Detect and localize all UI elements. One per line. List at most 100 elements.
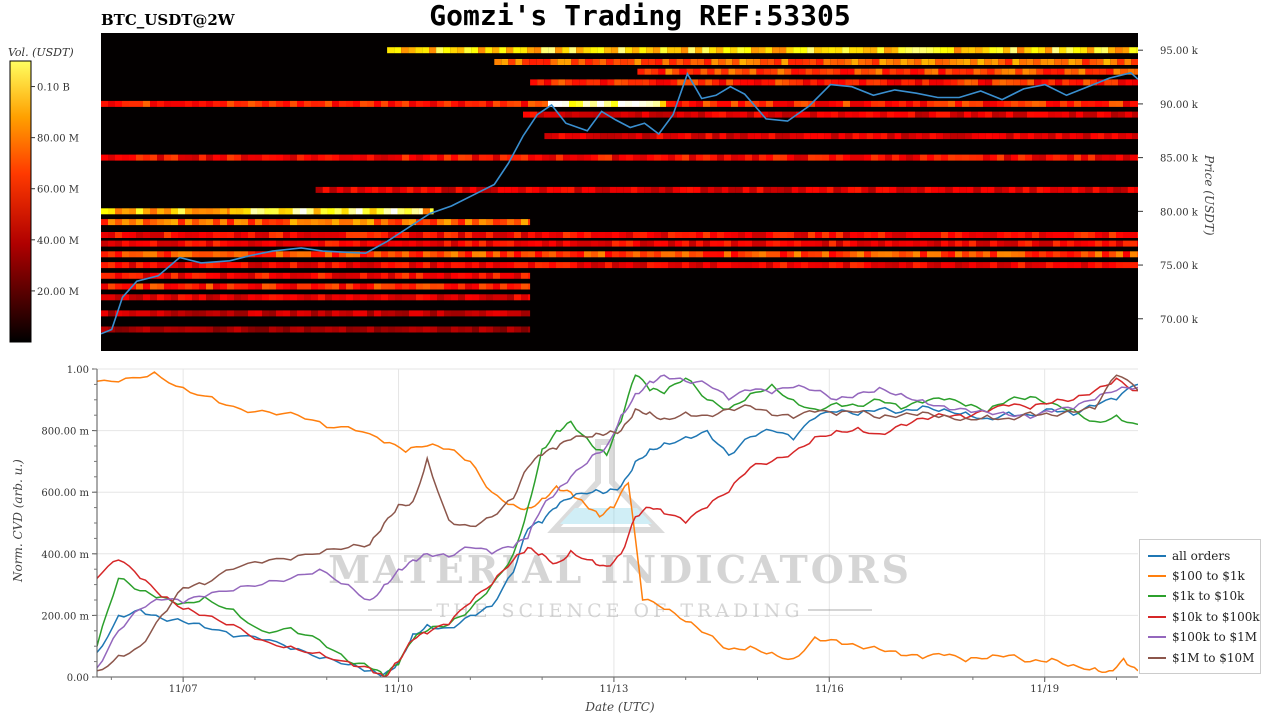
heatmap-cell [444, 272, 451, 279]
heatmap-cell [430, 100, 437, 107]
heatmap-cell [248, 310, 255, 317]
cvd-series-line [97, 374, 1138, 677]
heatmap-cell [290, 310, 297, 317]
heatmap-cell [150, 154, 157, 161]
heatmap-cell [761, 79, 769, 86]
heatmap-cell [647, 262, 654, 269]
y-tick-label: 0.00 [67, 673, 89, 684]
heatmap-cell [185, 100, 192, 107]
heatmap-cell [409, 251, 416, 258]
heatmap-cell [1041, 111, 1048, 118]
heatmap-cell [773, 154, 780, 161]
heatmap-cell [479, 240, 486, 247]
heatmap-cell [185, 219, 192, 226]
heatmap-cell [514, 272, 521, 279]
heatmap-cell [542, 100, 549, 107]
heatmap-cell [698, 133, 706, 140]
heatmap-cell [136, 208, 143, 215]
heatmap-cell [1137, 100, 1138, 107]
heatmap-cell [1118, 111, 1125, 118]
heatmap-cell [1060, 262, 1067, 269]
heatmap-cell [913, 154, 920, 161]
heatmap-cell [199, 310, 206, 317]
heatmap-cell [1123, 262, 1130, 269]
heatmap-cell [1110, 59, 1118, 65]
heatmap-cell [157, 208, 164, 215]
heatmap-cell [934, 154, 941, 161]
heatmap-cell [427, 186, 435, 193]
heatmap-cell [684, 111, 691, 118]
heatmap-cell [451, 154, 458, 161]
heatmap-cell [752, 240, 759, 247]
heatmap-cell [150, 262, 157, 269]
heatmap-cell [801, 100, 808, 107]
heatmap-cell [507, 240, 514, 247]
heatmap-cell [514, 240, 521, 247]
heatmap-cell [1060, 154, 1067, 161]
y-tick-label: 800.00 m [41, 427, 89, 438]
heatmap-cell [691, 79, 699, 86]
heatmap-cell [957, 79, 965, 86]
heatmap-cell [283, 283, 290, 290]
heatmap-cell [1032, 251, 1039, 258]
heatmap-cell [978, 79, 986, 86]
heatmap-cell [717, 232, 724, 238]
heatmap-cell [276, 232, 283, 238]
heatmap-cell [541, 47, 549, 54]
heatmap-cell [798, 186, 806, 193]
heatmap-cell [987, 186, 995, 193]
heatmap-cell [1034, 111, 1041, 118]
heatmap-cell [621, 133, 629, 140]
heatmap-cell [628, 133, 636, 140]
heatmap-cell [948, 232, 955, 238]
heatmap-cell [864, 154, 871, 161]
heatmap-cell [551, 79, 559, 86]
heatmap-cell [339, 154, 346, 161]
heatmap-cell [262, 326, 269, 333]
heatmap-cell [975, 47, 983, 54]
cvd-background [97, 369, 1138, 677]
heatmap-cell [702, 47, 710, 54]
heatmap-cell [1046, 240, 1053, 247]
heatmap-cell [768, 133, 776, 140]
heatmap-cell [157, 294, 164, 301]
heatmap-cell [458, 262, 465, 269]
heatmap-cell [1067, 100, 1074, 107]
heatmap-cell [752, 154, 759, 161]
heatmap-cell [1083, 79, 1091, 86]
heatmap-cell [472, 326, 479, 333]
heatmap-cell [157, 154, 164, 161]
heatmap-cell [620, 59, 628, 65]
heatmap-cell [731, 100, 738, 107]
heatmap-cell [157, 232, 164, 238]
heatmap-cell [1061, 59, 1069, 65]
heatmap-cell [1106, 186, 1114, 193]
heatmap-cell [801, 240, 808, 247]
heatmap-cell [192, 310, 199, 317]
heatmap-cell [738, 232, 745, 238]
heatmap-cell [885, 154, 892, 161]
heatmap-cell [917, 68, 925, 75]
heatmap-cell [464, 47, 472, 54]
heatmap-cell [332, 240, 339, 247]
heatmap-cell [1127, 186, 1135, 193]
heatmap-cell [675, 154, 682, 161]
heatmap-cell [402, 294, 409, 301]
heatmap-cell [297, 326, 304, 333]
heatmap-cell [1041, 79, 1049, 86]
heatmap-cell [115, 272, 122, 279]
heatmap-cell [521, 251, 528, 258]
heatmap-cell [626, 154, 633, 161]
heatmap-cell [844, 59, 852, 65]
heatmap-cell [339, 232, 346, 238]
heatmap-cell [977, 59, 985, 65]
heatmap-cell [500, 251, 507, 258]
heatmap-cell [997, 100, 1004, 107]
heatmap-cell [877, 47, 885, 54]
heatmap-cell [451, 294, 458, 301]
heatmap-cell [864, 100, 871, 107]
heatmap-cell [850, 100, 857, 107]
heatmap-cell [703, 262, 710, 269]
heatmap-cell [682, 251, 689, 258]
heatmap-cell [619, 251, 626, 258]
